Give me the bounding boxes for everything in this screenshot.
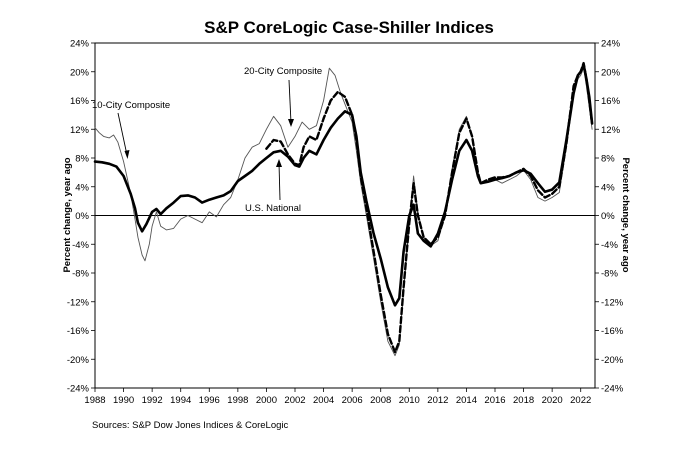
series-line-u-s-national: [93, 63, 594, 307]
y-tick-label-right: 20%: [601, 67, 621, 78]
y-axis-right-label: Percent change, year ago: [620, 157, 631, 272]
x-tick-label: 2000: [256, 395, 277, 406]
x-tick-label: 2004: [313, 395, 334, 406]
arrowhead-icon: [276, 159, 282, 167]
y-axis-left: 24% 20% 16% 12% 8% 4% 0% -4% -8% -12% -16% -20% -24%: [67, 39, 95, 395]
y-tick-label-right: 16%: [601, 96, 621, 107]
y-tick-label-left: 4%: [75, 182, 89, 193]
y-tick-label-left: -4%: [72, 240, 89, 251]
y-tick-label-right: -16%: [601, 326, 624, 337]
y-tick-label-left: 12%: [70, 125, 90, 136]
y-axis-right: 24% 20% 16% 12% 8% 4% 0% -4% -8% -12% -16% -20% -24%: [595, 39, 624, 395]
x-tick-label: 1998: [227, 395, 248, 406]
y-tick-label-right: -12%: [601, 297, 624, 308]
annotation-20-city-pointer: [288, 79, 292, 124]
y-tick-label-left: -8%: [72, 269, 89, 280]
y-tick-label-left: 8%: [75, 154, 89, 165]
annotation-20-city: 20-City Composite: [244, 66, 322, 77]
y-tick-label-right: -20%: [601, 355, 624, 366]
arrowhead-icon: [124, 150, 130, 159]
y-tick-label-right: 4%: [601, 182, 615, 193]
x-tick-label: 2018: [513, 395, 534, 406]
source-note: Sources: S&P Dow Jones Indices & CoreLog…: [92, 420, 289, 431]
x-tick-label: 2014: [456, 395, 477, 406]
x-tick-label: 2016: [484, 395, 505, 406]
x-tick-label: 2020: [542, 395, 563, 406]
y-tick-label-right: -8%: [601, 269, 618, 280]
y-tick-label-right: -4%: [601, 240, 618, 251]
x-tick-label: 2006: [342, 395, 363, 406]
y-tick-label-left: 24%: [70, 39, 90, 50]
annotation-national: U.S. National: [245, 203, 301, 214]
y-tick-label-right: 12%: [601, 125, 621, 136]
y-tick-label-right: 8%: [601, 154, 615, 165]
series-line-20-city-composite: [265, 61, 594, 354]
y-axis-left-label: Percent change, year ago: [62, 157, 73, 272]
y-tick-label-right: -24%: [601, 384, 624, 395]
x-tick-label: 2010: [399, 395, 420, 406]
x-axis: 1988 1990 1992 1994 1996 1998 2000 2002 2004 2006…: [84, 388, 591, 406]
x-tick-label: 2012: [427, 395, 448, 406]
x-tick-label: 1988: [84, 395, 105, 406]
x-tick-label: 1992: [142, 395, 163, 406]
x-tick-label: 2002: [284, 395, 305, 406]
series-line-10-city-composite: [94, 67, 593, 357]
annotation-10-city: 10-City Composite: [92, 100, 170, 111]
y-tick-label-left: -12%: [67, 297, 90, 308]
x-tick-label: 2022: [570, 395, 591, 406]
y-tick-label-right: 0%: [601, 211, 615, 222]
arrowhead-icon: [288, 119, 294, 127]
chart-title: S&P CoreLogic Case-Shiller Indices: [204, 18, 494, 37]
y-tick-label-left: 16%: [70, 96, 90, 107]
annotation-10-city-pointer: [117, 112, 128, 156]
x-tick-label: 1996: [199, 395, 220, 406]
x-tick-label: 2008: [370, 395, 391, 406]
annotation-national-pointer: [278, 162, 281, 201]
x-tick-label: 1994: [170, 395, 191, 406]
y-tick-label-right: 24%: [601, 39, 621, 50]
y-tick-label-left: -20%: [67, 355, 90, 366]
y-tick-label-left: -24%: [67, 384, 90, 395]
series-layer: [93, 61, 594, 357]
y-tick-label-left: -16%: [67, 326, 90, 337]
y-tick-label-left: 20%: [70, 67, 90, 78]
x-tick-label: 1990: [113, 395, 134, 406]
y-tick-label-left: 0%: [75, 211, 89, 222]
